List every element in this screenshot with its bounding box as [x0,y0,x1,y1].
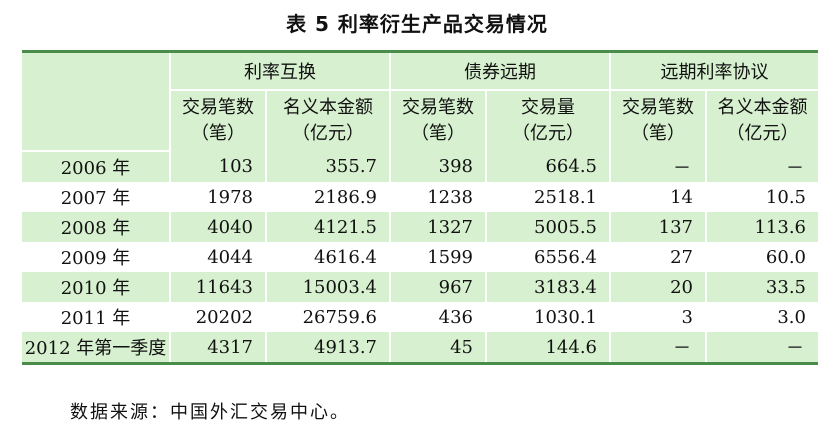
cell-value: 45 [390,332,487,362]
data-table-container: 利率互换 债券远期 远期利率协议 交易笔数 （笔） 名义本金额 （亿元） 交易笔数（… [22,50,818,365]
cell-value: 1238 [390,182,487,212]
cell-value: 967 [390,272,487,302]
row-year: 2012 年第一季度 [22,332,171,362]
table-title: 表 5 利率衍生产品交易情况 [286,12,548,36]
subheader-fra-count: 交易笔数 （笔） [610,90,707,151]
group-header-bond-forward: 债券远期 [390,53,611,91]
row-year: 2007 年 [22,182,171,212]
cell-value: 27 [610,242,707,272]
subheader-irs-count: 交易笔数 （笔） [170,90,267,151]
cell-value: 1978 [170,182,267,212]
subheader-fra-notional: 名义本金额 （亿元） [717,97,808,144]
cell-value: 6556.4 [486,242,611,272]
corner-cell [22,53,171,152]
table-row: 2011 年 20202 26759.6 436 1030.1 3 3.0 [22,302,818,332]
cell-value: 398 [390,151,487,182]
cell-value: 4913.7 [266,332,391,362]
group-header-row: 利率互换 债券远期 远期利率协议 [22,53,818,152]
cell-value: 10.5 [765,186,806,208]
cell-value: 3.0 [777,306,806,328]
cell-value: 20 [610,272,707,302]
cell-value: 664.5 [486,151,611,182]
table-row: 2010 年 11643 15003.4 967 3183.4 20 33.5 [22,272,818,302]
row-year: 2006 年 [22,151,171,182]
subheader-bond-count: 交易笔数 （笔） [390,90,487,151]
cell-value: 355.7 [266,151,391,182]
cell-value: 2518.1 [486,182,611,212]
table-row: 2006 年 103 355.7 398 664.5 － － [22,151,818,182]
row-year: 2008 年 [22,212,171,242]
top-rule [22,50,818,53]
group-header-irs: 利率互换 [170,53,391,91]
subheader-bond-volume: 交易量 （亿元） [486,90,611,151]
table-row: 2008 年 4040 4121.5 1327 5005.5 137 113.6 [22,212,818,242]
cell-value: 4317 [170,332,267,362]
cell-value: 3183.4 [486,272,611,302]
cell-value: 26759.6 [266,302,391,332]
cell-value: 33.5 [765,276,806,298]
cell-value: 15003.4 [266,272,391,302]
cell-value: 60.0 [765,246,806,268]
cell-value: 2186.9 [266,182,391,212]
cell-value: 4040 [170,212,267,242]
cell-value: 1327 [390,212,487,242]
cell-value: 113.6 [754,216,806,238]
bottom-rule [22,362,818,365]
cell-value: － [610,151,707,182]
subheader-irs-notional: 名义本金额 （亿元） [266,90,391,151]
data-source-note: 数据来源：中国外汇交易中心。 [70,402,350,423]
cell-value: 4121.5 [266,212,391,242]
cell-value: 14 [610,182,707,212]
cell-value: 103 [170,151,267,182]
cell-value: 436 [390,302,487,332]
cell-value: 144.6 [486,332,611,362]
cell-value: 1030.1 [486,302,611,332]
cell-value: 1599 [390,242,487,272]
cell-value: 5005.5 [486,212,611,242]
cell-value: － [786,338,804,359]
table-row: 2012 年第一季度 4317 4913.7 45 144.6 － － [22,332,818,362]
cell-value: 4044 [170,242,267,272]
cell-value: － [786,157,804,179]
cell-value: 4616.4 [266,242,391,272]
cell-value: － [610,332,707,362]
row-year: 2009 年 [22,242,171,272]
interest-rate-derivatives-table: 利率互换 债券远期 远期利率协议 交易笔数 （笔） 名义本金额 （亿元） 交易笔数（… [22,53,818,362]
row-year: 2011 年 [22,302,171,332]
cell-value: 3 [610,302,707,332]
cell-value: 137 [610,212,707,242]
cell-value: 20202 [170,302,267,332]
table-row: 2009 年 4044 4616.4 1599 6556.4 27 60.0 [22,242,818,272]
group-header-fra: 远期利率协议 [610,53,818,91]
cell-value: 11643 [170,272,267,302]
row-year: 2010 年 [22,272,171,302]
table-row: 2007 年 1978 2186.9 1238 2518.1 14 10.5 [22,182,818,212]
